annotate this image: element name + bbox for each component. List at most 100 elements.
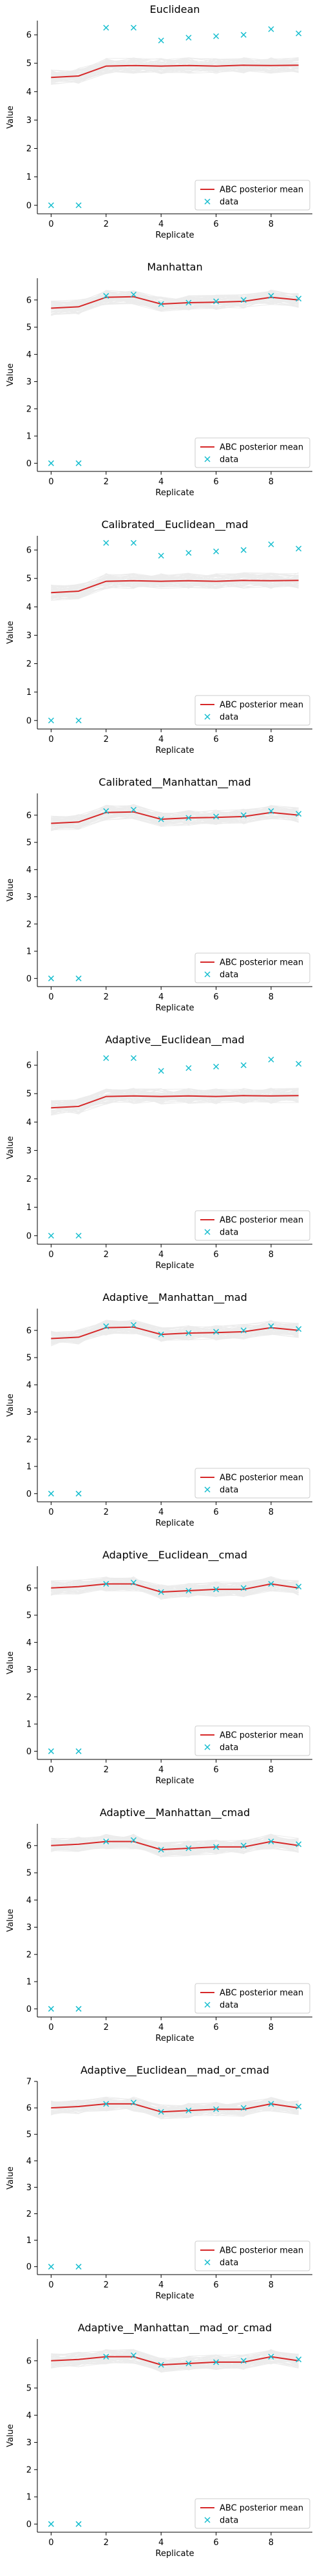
posterior-sample-line — [51, 1088, 299, 1109]
data-point — [296, 1584, 302, 1590]
posterior-sample-line — [51, 1580, 299, 1596]
posterior-sample-line — [51, 573, 299, 599]
y-tick-label: 4 — [26, 2157, 32, 2166]
posterior-samples — [51, 1576, 299, 1600]
posterior-sample-line — [51, 1320, 299, 1343]
posterior-sample-line — [51, 2098, 299, 2119]
posterior-sample-line — [51, 1321, 299, 1337]
posterior-sample-line — [51, 1087, 299, 1111]
posterior-sample-line — [51, 573, 299, 587]
posterior-sample-line — [51, 296, 299, 312]
posterior-sample-line — [51, 1088, 299, 1114]
y-tick-label: 6 — [26, 1841, 32, 1851]
y-tick-label: 2 — [26, 404, 32, 414]
posterior-sample-line — [51, 1580, 299, 1598]
data-point-stroke — [296, 811, 302, 817]
data-point — [158, 1846, 164, 1853]
data-point — [185, 34, 192, 41]
data-point-stroke — [75, 2005, 82, 2012]
posterior-sample-line — [51, 295, 299, 310]
data-point — [158, 2108, 164, 2115]
posterior-sample-line — [51, 2101, 299, 2117]
posterior-sample-line — [51, 1580, 299, 1598]
data-point-stroke — [48, 2264, 54, 2270]
posterior-sample-line — [51, 2101, 299, 2116]
data-point — [158, 1068, 164, 1074]
legend-label: data — [220, 1228, 238, 1238]
data-point-stroke — [130, 1837, 137, 1843]
posterior-sample-line — [51, 805, 299, 831]
data-point — [185, 1330, 192, 1336]
posterior-sample-line — [51, 805, 299, 824]
posterior-sample-line — [51, 1088, 299, 1110]
posterior-sample-line — [51, 1088, 299, 1107]
posterior-sample-line — [51, 573, 299, 594]
posterior-sample-line — [51, 1835, 299, 1855]
chart-panel: Euclidean 0 1 2 3 4 5 6 0 2 4 6 8 Replicate Value ABC p… — [6, 3, 312, 240]
posterior-sample-line — [51, 2099, 299, 2116]
posterior-sample-line — [51, 2355, 299, 2372]
posterior-sample-line — [51, 2349, 299, 2365]
posterior-sample-line — [51, 573, 299, 591]
x-tick-label: 0 — [48, 220, 53, 229]
x-tick-label: 2 — [104, 1250, 109, 1260]
posterior-samples — [51, 572, 299, 601]
legend-label: data — [220, 971, 238, 980]
y-tick-label: 2 — [26, 920, 32, 929]
x-axis-label: Replicate — [155, 1519, 194, 1528]
legend-label: ABC posterior mean — [220, 1216, 303, 1226]
posterior-sample-line — [51, 2096, 299, 2112]
posterior-sample-line — [51, 1837, 299, 1857]
data-point-stroke — [240, 32, 247, 38]
data-point — [75, 1233, 82, 1239]
data-point — [268, 26, 274, 32]
posterior-sample-line — [51, 576, 299, 599]
x-tick-label: 0 — [48, 2023, 53, 2032]
data-point-stroke — [268, 26, 274, 32]
data-point — [185, 1845, 192, 1852]
posterior-sample-line — [51, 2100, 299, 2114]
posterior-sample-line — [51, 1837, 299, 1853]
posterior-sample-line — [51, 1089, 299, 1107]
posterior-sample-line — [51, 1088, 299, 1104]
posterior-sample-line — [51, 1088, 299, 1109]
data-point-stroke — [185, 549, 192, 556]
y-axis-label: Value — [6, 2166, 15, 2190]
y-tick-label: 3 — [26, 893, 32, 902]
legend: ABC posterior mean data — [194, 1983, 310, 2014]
posterior-sample-line — [51, 1835, 299, 1857]
posterior-sample-line — [51, 1838, 299, 1854]
posterior-sample-line — [51, 61, 299, 82]
legend-label: ABC posterior mean — [220, 1731, 303, 1741]
data-point — [213, 33, 220, 39]
y-tick-label: 4 — [26, 2411, 32, 2421]
posterior-sample-line — [51, 2100, 299, 2116]
posterior-sample-line — [51, 574, 299, 596]
data-point — [130, 2099, 137, 2106]
data-point-stroke — [240, 1327, 247, 1334]
posterior-sample-line — [51, 2353, 299, 2372]
legend-data-swatch — [204, 1744, 211, 1750]
y-tick-label: 2 — [26, 1175, 32, 1184]
data-point-stroke — [158, 1846, 164, 1853]
posterior-sample-line — [51, 572, 299, 597]
data-point-stroke — [48, 717, 54, 724]
posterior-sample-line — [51, 1834, 299, 1853]
posterior-sample-line — [51, 289, 299, 313]
data-point — [103, 540, 109, 546]
posterior-sample-line — [51, 2099, 299, 2115]
data-point-stroke — [48, 975, 54, 981]
data-point-stroke — [240, 547, 247, 553]
posterior-sample-line — [51, 290, 299, 315]
posterior-sample-line — [51, 1091, 299, 1113]
legend-box — [194, 2498, 310, 2529]
x-axis-label: Replicate — [155, 1261, 194, 1271]
posterior-sample-line — [51, 1833, 299, 1857]
legend-label: ABC posterior mean — [220, 958, 303, 968]
x-axis-label: Replicate — [155, 488, 194, 498]
posterior-sample-line — [51, 292, 299, 310]
data-point-stroke — [130, 1321, 137, 1328]
posterior-mean-line — [51, 580, 299, 594]
data-point — [48, 2521, 54, 2527]
posterior-sample-line — [51, 1089, 299, 1113]
